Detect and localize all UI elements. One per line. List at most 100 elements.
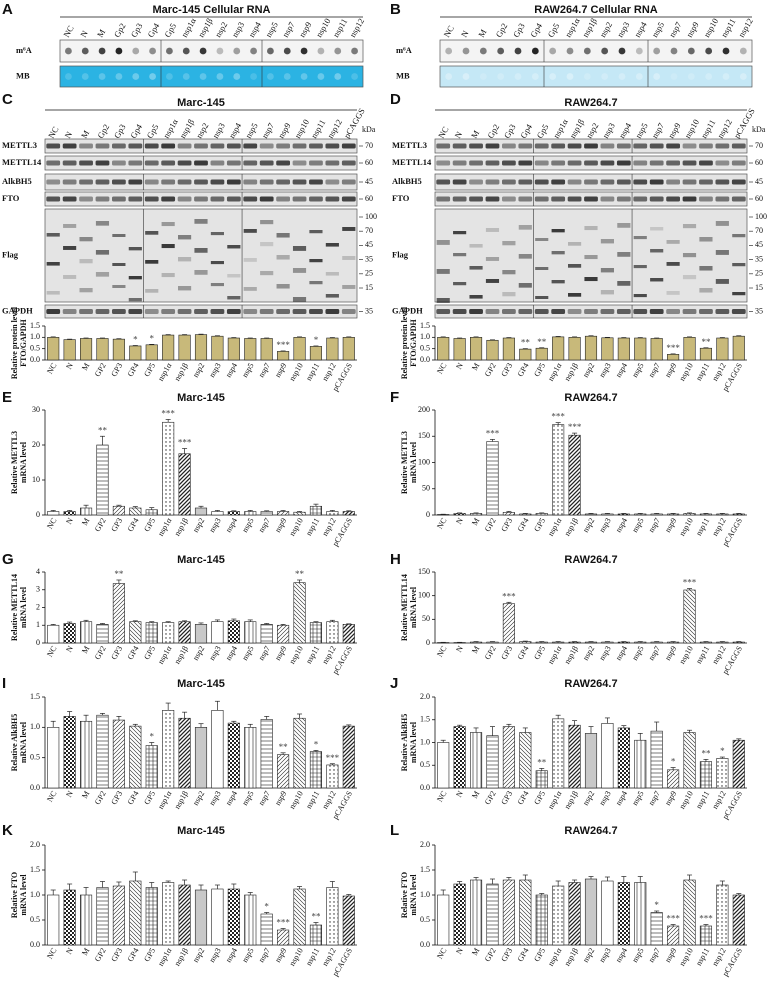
band xyxy=(62,309,77,314)
bar xyxy=(716,513,729,516)
band xyxy=(341,160,356,166)
bar xyxy=(453,513,466,516)
marker-label: 15 xyxy=(755,283,763,292)
lane-label: nsp11 xyxy=(309,118,328,140)
bar xyxy=(683,879,696,946)
band xyxy=(79,160,93,166)
band xyxy=(79,179,93,185)
band xyxy=(177,143,192,149)
bar xyxy=(502,603,515,644)
band xyxy=(95,272,110,277)
dot xyxy=(462,73,470,80)
significance: ** xyxy=(701,337,711,347)
significance: *** xyxy=(178,438,192,448)
bar xyxy=(667,513,680,516)
x-tick-label: nsp5 xyxy=(630,946,645,964)
band xyxy=(111,196,126,202)
band xyxy=(600,239,614,244)
row-label: GAPDH xyxy=(392,305,423,315)
dot xyxy=(497,47,505,55)
marker-label: 60 xyxy=(365,158,373,167)
band xyxy=(633,309,648,314)
bar xyxy=(732,739,745,789)
bar xyxy=(63,889,76,946)
band xyxy=(452,160,467,166)
bar xyxy=(63,716,76,789)
band xyxy=(95,250,110,255)
dot xyxy=(233,73,241,80)
band xyxy=(276,179,291,185)
band xyxy=(161,309,176,314)
band xyxy=(309,230,323,234)
x-tick-label: GP3 xyxy=(499,789,514,806)
bar xyxy=(716,337,729,361)
band xyxy=(79,237,93,242)
bar xyxy=(716,758,729,789)
unit-label: kDa xyxy=(362,125,376,134)
bar xyxy=(519,641,532,644)
panel-letter: H xyxy=(390,551,401,568)
x-tick-label: nsp7 xyxy=(257,361,272,379)
lane-label: nsp9 xyxy=(297,20,314,39)
bar xyxy=(211,888,224,946)
bar xyxy=(683,589,696,644)
dot xyxy=(182,47,190,55)
row-label: METTL3 xyxy=(392,140,427,150)
x-tick-label: NC xyxy=(435,516,448,530)
panel-letter: F xyxy=(390,389,399,406)
dot xyxy=(445,73,453,80)
band xyxy=(485,143,500,149)
band xyxy=(95,143,110,149)
x-tick-label: GP2 xyxy=(93,789,108,806)
bar xyxy=(194,334,208,361)
x-tick-label: nsp3 xyxy=(597,516,612,534)
bar xyxy=(63,339,76,361)
bar xyxy=(683,732,696,789)
bar xyxy=(129,621,142,644)
y-axis-label: Relative FTO xyxy=(10,872,19,918)
bar xyxy=(699,641,712,644)
y-tick-label: 2.0 xyxy=(420,692,430,701)
x-tick-label: nsp11 xyxy=(304,789,321,810)
y-tick-label: 1.0 xyxy=(30,890,40,899)
x-tick-label: N xyxy=(64,789,75,799)
bar xyxy=(732,641,745,644)
y-tick-label: 1.5 xyxy=(30,865,40,874)
y-tick-label: 0 xyxy=(36,638,40,647)
lane-label: nsp1β xyxy=(580,16,599,39)
dot xyxy=(267,73,274,80)
lane-label: N xyxy=(78,29,90,39)
lane-label: nsp3 xyxy=(230,20,247,39)
band xyxy=(436,143,451,149)
lane-label: Gp4 xyxy=(145,21,161,39)
x-tick-label: nsp11 xyxy=(694,789,711,810)
x-tick-label: GP4 xyxy=(126,361,141,378)
x-tick-label: GP4 xyxy=(126,789,141,806)
x-tick-label: nsp3 xyxy=(597,361,612,379)
x-tick-label: nsp4 xyxy=(614,789,629,807)
band xyxy=(584,143,598,149)
bar xyxy=(732,513,745,516)
dot xyxy=(670,73,678,80)
dot xyxy=(583,47,591,55)
band xyxy=(535,238,549,241)
band xyxy=(194,179,208,185)
x-tick-label: nsp4 xyxy=(224,789,239,807)
band xyxy=(715,221,729,226)
x-tick-label: GP2 xyxy=(483,789,498,806)
band xyxy=(260,242,274,247)
band xyxy=(227,274,241,278)
y-axis-label: Relative METTL14 xyxy=(400,574,409,641)
marker-label: 60 xyxy=(365,194,373,203)
band xyxy=(243,196,258,202)
bar xyxy=(617,513,630,516)
marker-label: 45 xyxy=(755,177,763,186)
bar xyxy=(326,511,339,516)
band xyxy=(535,267,549,270)
bar xyxy=(145,509,158,516)
bar xyxy=(277,754,290,789)
band xyxy=(341,196,356,202)
bar xyxy=(584,733,598,789)
x-tick-label: GP4 xyxy=(516,789,531,806)
significance: *** xyxy=(161,409,175,419)
